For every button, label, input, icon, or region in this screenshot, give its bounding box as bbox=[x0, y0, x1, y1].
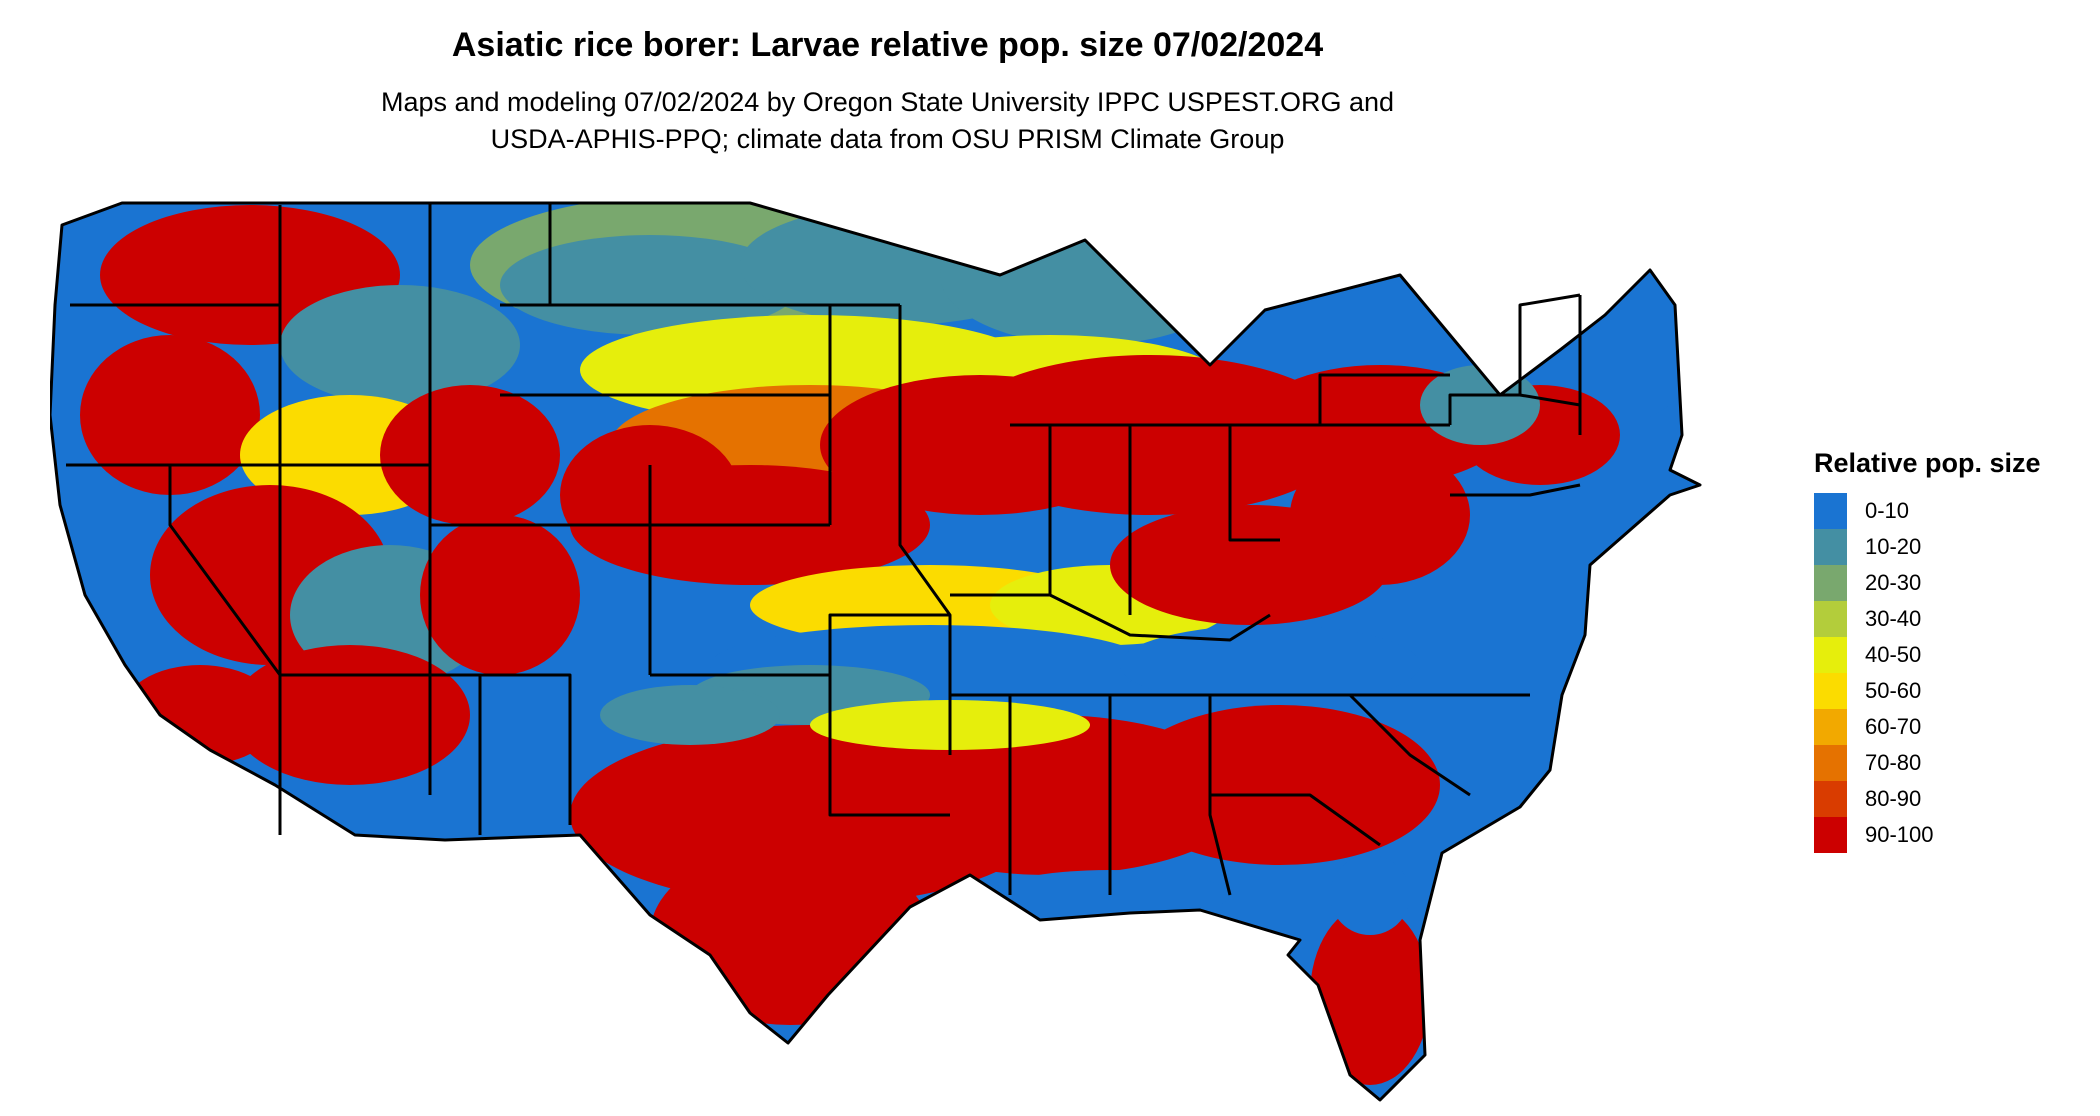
legend-item: 60-70 bbox=[1814, 709, 2084, 745]
map-subtitle: Maps and modeling 07/02/2024 by Oregon S… bbox=[0, 84, 1775, 158]
legend-item: 30-40 bbox=[1814, 601, 2084, 637]
map-title: Asiatic rice borer: Larvae relative pop.… bbox=[451, 26, 1324, 64]
legend-label: 50-60 bbox=[1865, 678, 1922, 703]
us-map bbox=[50, 195, 1780, 1110]
population-raster bbox=[50, 203, 1700, 1100]
legend-label: 90-100 bbox=[1865, 822, 1934, 847]
legend-swatch bbox=[1814, 565, 1847, 601]
map-legend: Relative pop. size 0-10 10-20 20-30 30-40 40… bbox=[1814, 448, 2084, 853]
subtitle-line-1: Maps and modeling 07/02/2024 by Oregon S… bbox=[380, 87, 1395, 117]
legend-items: 0-10 10-20 20-30 30-40 40-50 50-60 60-70 70-80 8… bbox=[1814, 493, 2084, 853]
legend-item: 70-80 bbox=[1814, 745, 2084, 781]
legend-swatch bbox=[1814, 601, 1847, 637]
us-map-svg bbox=[50, 201, 1702, 1102]
legend-item: 0-10 bbox=[1814, 493, 2084, 529]
legend-label: 30-40 bbox=[1865, 606, 1922, 631]
us-outline bbox=[50, 201, 1702, 1102]
legend-item: 50-60 bbox=[1814, 673, 2084, 709]
legend-label: 10-20 bbox=[1865, 534, 1922, 559]
legend-item: 90-100 bbox=[1814, 817, 2084, 853]
legend-swatch bbox=[1814, 493, 1847, 529]
legend-label: 0-10 bbox=[1865, 498, 1910, 523]
legend-swatch bbox=[1814, 781, 1847, 817]
legend-swatch bbox=[1814, 673, 1847, 709]
subtitle-line-2: USDA-APHIS-PPQ; climate data from OSU PR… bbox=[490, 124, 1285, 154]
legend-label: 20-30 bbox=[1865, 570, 1922, 595]
legend-swatch bbox=[1814, 745, 1847, 781]
legend-title: Relative pop. size bbox=[1814, 448, 2041, 478]
legend-label: 80-90 bbox=[1865, 786, 1922, 811]
legend-swatch bbox=[1814, 637, 1847, 673]
legend-swatch bbox=[1814, 529, 1847, 565]
legend-label: 40-50 bbox=[1865, 642, 1922, 667]
legend-item: 80-90 bbox=[1814, 781, 2084, 817]
state-boundaries bbox=[50, 201, 1702, 1102]
legend-item: 10-20 bbox=[1814, 529, 2084, 565]
legend-label: 70-80 bbox=[1865, 750, 1922, 775]
legend-item: 20-30 bbox=[1814, 565, 2084, 601]
legend-swatch bbox=[1814, 817, 1847, 853]
legend-item: 40-50 bbox=[1814, 637, 2084, 673]
legend-label: 60-70 bbox=[1865, 714, 1922, 739]
legend-swatch bbox=[1814, 709, 1847, 745]
